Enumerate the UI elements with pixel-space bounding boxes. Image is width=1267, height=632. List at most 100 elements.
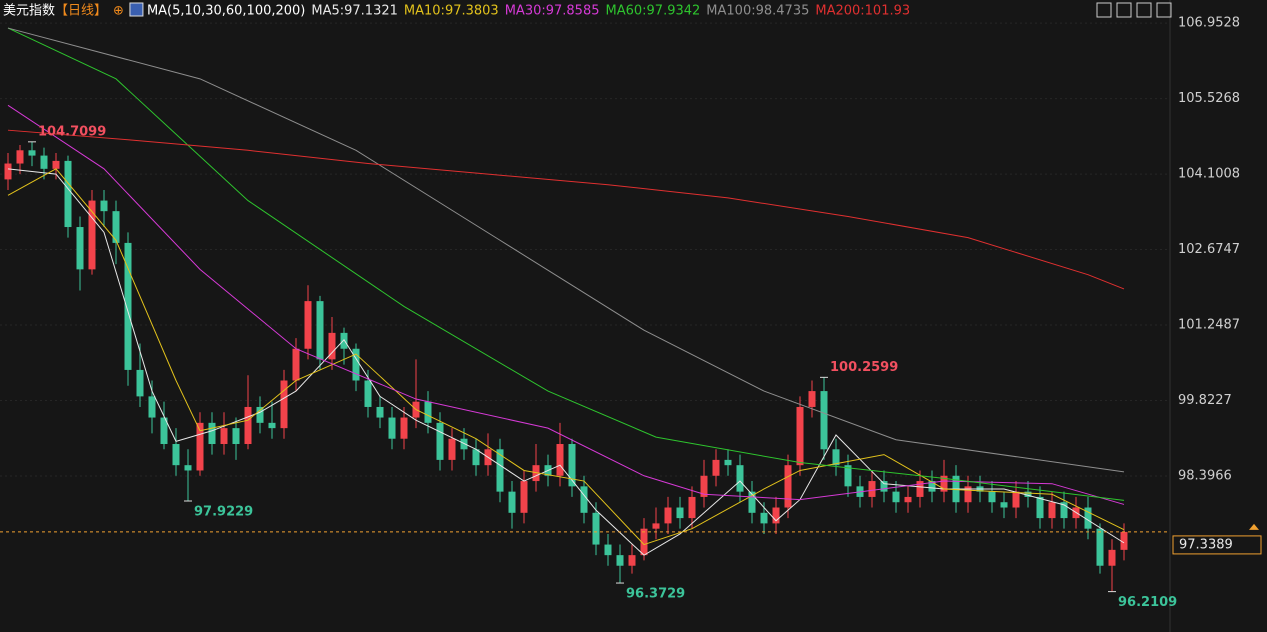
candle-body [1108,549,1116,566]
candle-body [988,491,996,503]
candle-body [100,200,108,212]
legend-entry: MA30:97.8585 [505,4,600,19]
candle-body [640,528,648,556]
candle-body [568,444,576,487]
candle-body [148,396,156,418]
candle-body [112,211,120,243]
candle-body [808,391,816,407]
candle-body [628,555,636,566]
ma-line [7,168,1125,546]
candle-body [892,491,900,503]
candle-body [712,459,720,476]
candle-body [496,449,504,492]
candle-body [448,438,456,460]
candle-body [532,465,540,482]
period-icon: ⊕ [113,4,124,19]
y-tick-label: 102.6747 [1178,242,1240,257]
candle-body [388,417,396,439]
candle-body [184,465,192,471]
candle-body [172,444,180,466]
candle-body [364,380,372,407]
y-tick-label: 105.5268 [1178,91,1240,106]
candle-body [1036,496,1044,519]
candle-body [280,380,288,429]
candle-body [256,406,264,423]
ma-line [7,129,1125,290]
candle-body [580,486,588,513]
title: 美元指数 [3,4,55,19]
candle-body [352,348,360,381]
legend-entry: MA10:97.3803 [404,4,499,19]
candle-body [880,481,888,492]
candle-body [772,507,780,524]
candle-body [844,465,852,487]
candle-body [328,332,336,360]
annotation: 96.3729 [626,587,685,602]
candle-body [508,491,516,513]
period: 【日线】 [55,4,107,19]
candle-body [220,428,228,445]
legend-entry: MA200:101.93 [815,4,910,19]
candle-body [820,391,828,450]
y-tick-label: 104.1008 [1178,167,1240,182]
y-tick-label: 106.9528 [1178,16,1240,31]
legend-entry: MA5:97.1321 [311,4,398,19]
last-price-box [1172,535,1262,555]
candle-body [592,512,600,545]
candle-body [1096,528,1104,566]
candle-body [964,486,972,503]
annotation: 104.7099 [38,124,106,139]
candle-body [904,496,912,503]
candle-body [928,481,936,492]
legend-entry: MA100:98.4735 [706,4,809,19]
annotation: 100.2599 [830,360,898,375]
last-price-arrow [1249,523,1259,530]
candle-body [784,465,792,508]
candle-body [208,422,216,445]
candle-body [736,465,744,492]
candle-body [1060,502,1068,519]
y-tick-label: 99.8227 [1178,393,1232,408]
candle-body [472,449,480,466]
ma-line [7,27,1125,501]
candle-body [340,332,348,349]
toolbar-icons[interactable] [1096,2,1172,18]
candle-body [64,160,72,228]
candle-body [376,406,384,418]
candle-body [400,417,408,439]
candle-body [916,481,924,497]
candle-body [760,512,768,524]
candle-body [832,449,840,466]
candle-body [52,160,60,169]
candle-body [40,155,48,169]
candle-body [28,150,36,156]
candle-body [688,496,696,519]
ma-line [7,27,1125,473]
y-tick-label: 98.3966 [1178,468,1232,483]
candle-body [1012,491,1020,508]
candle-body [724,459,732,466]
annotation: 97.9229 [194,505,253,520]
candle-body [1024,491,1032,497]
candle-body [136,369,144,397]
candle-body [1120,531,1128,550]
candle-body [676,507,684,519]
header: 美元指数 【日线】 ⊕ MA(5,10,30,60,100,200) MA5:97.13… [3,2,910,19]
candle-body [1084,507,1092,529]
candle-body [244,406,252,445]
candle-body [160,417,168,445]
candle-body [616,555,624,566]
indicator-icon [129,2,144,17]
candle-body [1048,502,1056,519]
candle-body [4,163,12,180]
candle-body [556,444,564,476]
candle-body [268,422,276,429]
candle-body [520,481,528,513]
candle-body [196,422,204,471]
candle-body [700,475,708,497]
candle-body [604,544,612,556]
candle-body [76,227,84,270]
candle-body [304,301,312,349]
